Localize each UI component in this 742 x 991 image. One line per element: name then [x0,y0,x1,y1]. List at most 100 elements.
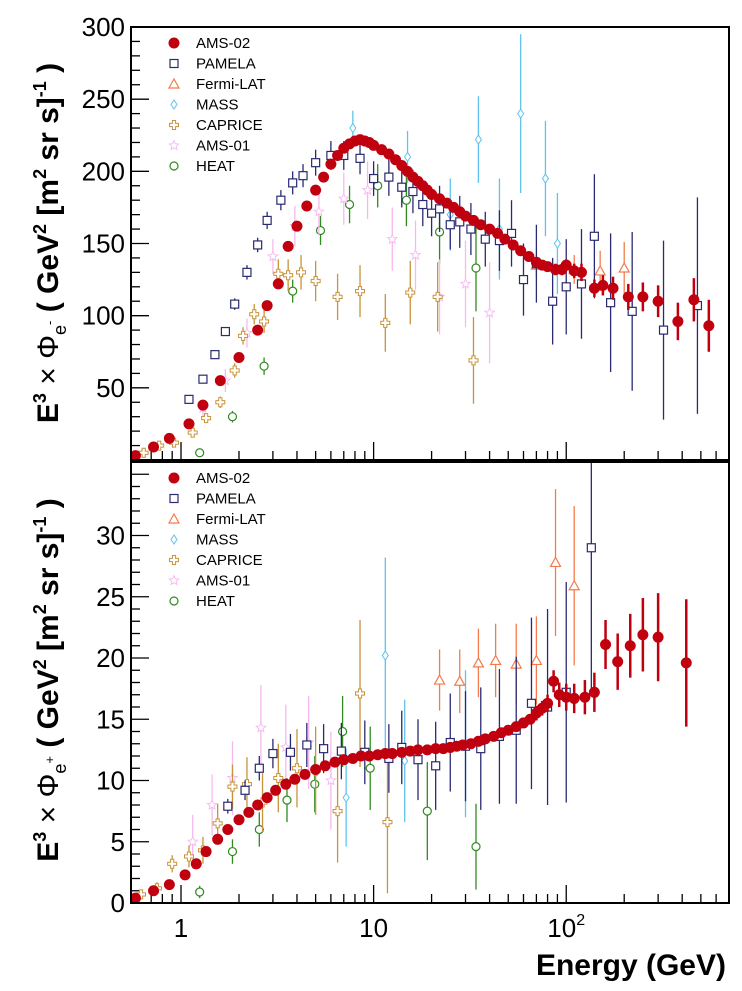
data-point [622,291,634,303]
data-point [310,779,320,789]
legend-label: AMS-01 [196,573,250,590]
data-point [506,228,517,238]
data-point [576,279,587,289]
data-point [310,763,322,775]
data-point [336,746,346,756]
legend-label: MASS [196,97,239,114]
data-point [344,199,355,210]
data-point [492,227,504,239]
data-point [586,543,596,553]
legend-marker [167,512,181,524]
data-point [183,851,194,862]
data-point [426,208,437,218]
data-point [652,631,664,643]
y-axis-title: E3 × Φe- ( GeV2 [m2 sr s]-1 ) [30,63,70,423]
data-point [483,306,496,318]
data-point [680,657,692,669]
data-point [259,361,269,371]
data-point [285,747,296,757]
data-point [471,842,481,852]
data-point [338,754,350,766]
y-tick-label: 30 [96,521,125,551]
data-point [549,556,562,568]
data-point [319,744,329,754]
x-tick-label: 102 [547,912,585,943]
data-point [480,234,490,244]
data-point [138,447,149,458]
data-point [201,413,212,424]
data-point [268,748,278,759]
legend-label: AMS-02 [196,470,250,487]
legend-label: Fermi-LAT [196,76,266,93]
data-point [408,186,418,197]
legend: AMS-02 PAMELA Fermi-LAT MASS CAPRICE AMS-01 HE… [167,470,266,610]
data-point [405,287,416,298]
data-point [355,153,365,163]
data-point [186,835,199,847]
top-panel: 50 100 150 200 250 300 E3 × Φe- ( GeV2 [m2 sr … [30,12,730,461]
data-point [197,399,209,411]
data-point [401,195,412,205]
series-ams-02 [132,134,715,459]
data-point [459,277,472,289]
series-heat [195,164,481,458]
data-point [195,448,205,458]
data-point [518,274,529,285]
data-point [324,774,337,786]
data-point [403,151,412,163]
data-point [210,350,220,360]
legend-marker [169,161,179,171]
data-point [163,432,175,444]
data-point [198,374,208,384]
legend-marker [167,77,181,89]
data-point [489,654,502,666]
y-axis-title-text: E3 × Φe- ( GeV2 [m2 sr s]-1 ) [30,63,70,423]
data-point [195,887,205,897]
data-point [318,171,330,183]
data-point [212,833,224,845]
data-point [453,675,466,686]
legend-marker [169,58,179,69]
data-point [475,219,487,231]
data-point [627,306,637,316]
data-point [597,279,609,291]
data-point [703,320,715,332]
data-point [227,412,238,422]
data-point [445,220,455,230]
data-point [472,656,485,668]
data-point [313,205,325,217]
data-point [337,726,348,737]
data-point [637,291,649,303]
y-tick-label: 5 [111,827,125,857]
data-point [337,192,350,204]
legend-marker [169,596,179,606]
data-point [526,698,537,708]
series-ams-01 [197,161,496,417]
data-point [233,352,245,364]
data-point [474,134,483,145]
data-point [342,792,350,804]
data-point [187,427,198,438]
y-tick-label: 150 [82,229,125,259]
data-point [310,276,321,287]
data-point [215,397,226,408]
legend-marker [169,493,179,504]
data-point [361,183,374,196]
legend-marker [170,99,178,110]
data-point [223,801,233,811]
data-point [222,824,234,835]
data-point [254,824,264,835]
data-point [282,240,294,252]
data-point [276,195,286,205]
data-point [229,365,240,376]
data-point [302,740,312,750]
data-point [517,108,525,120]
data-point [530,654,543,666]
data-point [299,768,311,780]
legend-label: MASS [196,532,239,549]
data-point [588,686,600,698]
data-point [206,798,218,811]
y-tick-label: 50 [96,373,125,403]
data-point [252,324,264,336]
data-point [253,240,263,250]
